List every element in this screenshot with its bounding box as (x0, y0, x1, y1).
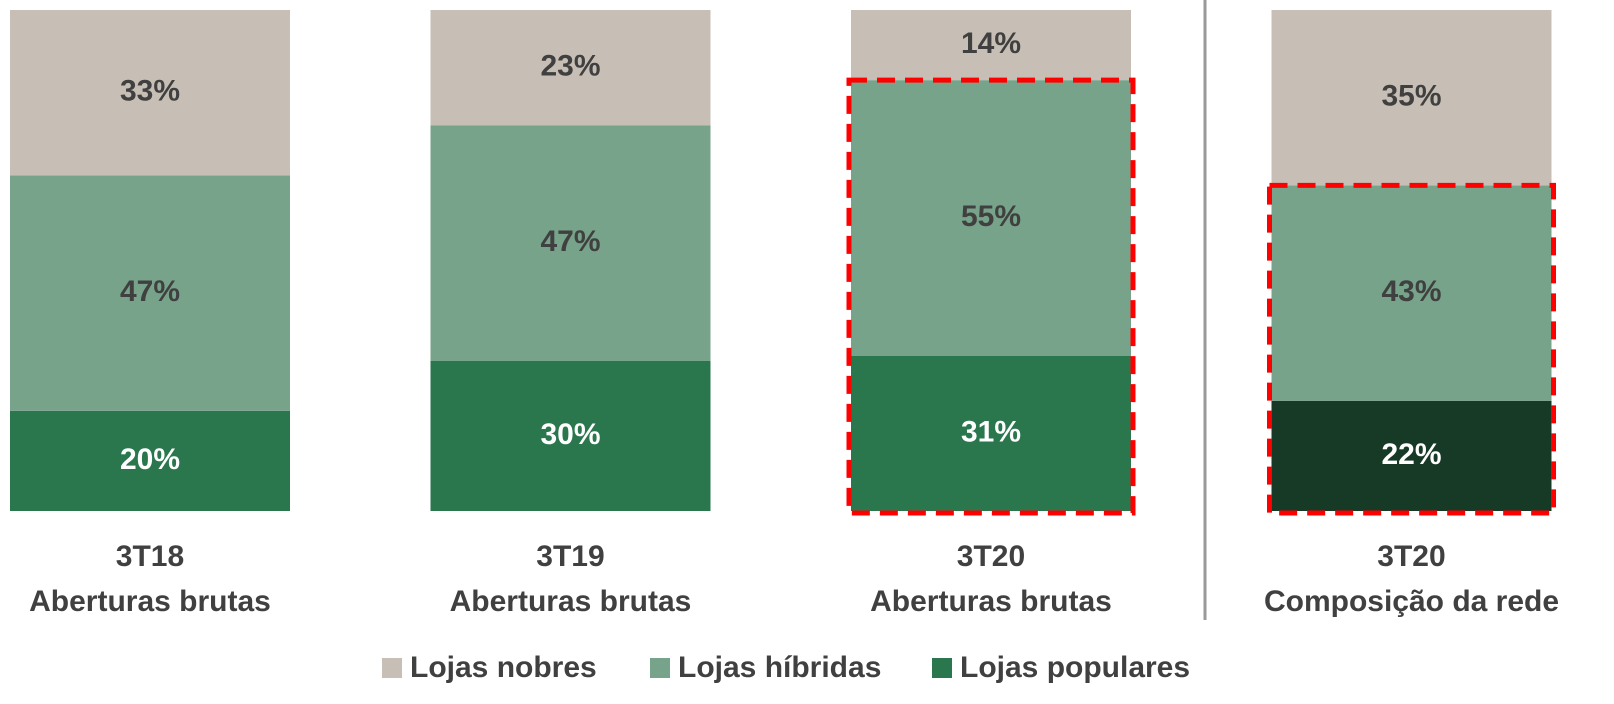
x-tick-label: 3T19 (536, 540, 604, 573)
bar-segment (430, 10, 711, 126)
legend-swatch (382, 658, 402, 678)
bar-segment (1271, 185, 1552, 401)
legend-swatch (650, 658, 670, 678)
data-label: 31% (961, 415, 1021, 448)
data-label: 43% (1381, 275, 1441, 308)
data-label: 47% (120, 275, 180, 308)
legend-swatch (932, 658, 952, 678)
data-label: 30% (540, 418, 600, 451)
x-tick-label: 3T20 (957, 540, 1025, 573)
data-label: 33% (120, 75, 180, 108)
bar-segment (10, 175, 290, 411)
bar-segment (851, 10, 1131, 81)
highlight-box (1267, 182, 1556, 516)
data-label: 22% (1381, 438, 1441, 471)
bar-segment (1271, 400, 1552, 511)
highlight-box (846, 77, 1136, 516)
x-tick-label: 3T18 (116, 540, 184, 573)
x-tick-label: Aberturas brutas (870, 585, 1112, 618)
bar-segment (10, 10, 290, 176)
bar-segment (430, 360, 711, 511)
data-label: 20% (120, 443, 180, 476)
bar-segment (1271, 10, 1552, 186)
data-label: 47% (540, 225, 600, 258)
bar-segment (430, 125, 711, 361)
legend-label: Lojas híbridas (678, 651, 881, 684)
data-label: 14% (961, 27, 1021, 60)
x-tick-label: 3T20 (1377, 540, 1445, 573)
data-label: 23% (540, 50, 600, 83)
legend-label: Lojas populares (960, 651, 1190, 684)
bar-segment (851, 355, 1131, 511)
x-tick-label: Aberturas brutas (450, 585, 692, 618)
data-label: 55% (961, 200, 1021, 233)
legend-label: Lojas nobres (410, 651, 597, 684)
x-tick-label: Composição da rede (1264, 585, 1559, 618)
data-label: 35% (1381, 80, 1441, 113)
x-tick-label: Aberturas brutas (29, 585, 271, 618)
bar-segment (851, 80, 1131, 356)
bar-segment (10, 410, 290, 511)
